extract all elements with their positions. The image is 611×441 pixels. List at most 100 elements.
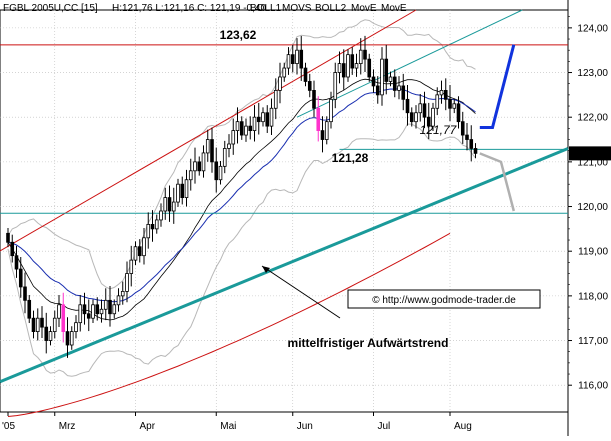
candlestick (273, 78, 278, 120)
candlestick (23, 272, 27, 314)
y-tick-label: 123,00 (577, 68, 608, 79)
candle-body (371, 76, 376, 87)
y-tick-label: 121,00 (577, 157, 608, 168)
candlestick (380, 47, 384, 106)
candle-body (227, 143, 231, 149)
x-tick-label: Jul (378, 421, 391, 432)
candle-body (188, 170, 193, 181)
candlestick (137, 239, 142, 263)
candle-body (303, 67, 308, 82)
candlestick (371, 69, 376, 93)
candlestick (35, 308, 40, 341)
candle-body (469, 139, 474, 149)
candlestick (99, 299, 104, 323)
header-symbol: FGBL 2005U,CC [15] (3, 3, 98, 14)
candlestick (303, 62, 308, 87)
candlestick (422, 91, 427, 129)
candlestick (95, 297, 100, 321)
candle-body (159, 210, 163, 221)
candlestick (418, 93, 423, 122)
candlestick (52, 310, 57, 339)
candlestick (27, 294, 32, 324)
candle-body (341, 63, 346, 78)
candle-body (35, 317, 40, 333)
candle-body (82, 304, 87, 315)
candlestick (248, 116, 253, 140)
bollinger-lower-line (7, 123, 476, 377)
x-tick-label: Apr (140, 421, 156, 432)
candlestick (261, 107, 265, 127)
candlestick (452, 98, 457, 114)
candle-body (40, 317, 44, 328)
candlestick (18, 257, 23, 298)
candlestick (299, 35, 304, 81)
candle-body (48, 331, 53, 341)
candle-body (456, 103, 461, 123)
candle-body (18, 268, 23, 288)
candlestick (473, 143, 478, 159)
candle-body (91, 304, 95, 319)
candlestick (82, 292, 87, 325)
candlestick (329, 91, 333, 129)
candle-body (282, 67, 287, 78)
candle-body (465, 134, 469, 140)
trend-label: mittelfristiger Aufwärtstrend (288, 336, 449, 350)
candle-body (133, 246, 138, 261)
level-label-high: 123,62 (220, 28, 257, 42)
candlestick (460, 111, 465, 144)
candle-body (78, 304, 83, 324)
candle-body (214, 161, 219, 181)
candle-body (312, 90, 316, 109)
x-tick-label: Aug (454, 421, 472, 432)
projection-down-line (479, 152, 516, 212)
candlestick (469, 125, 474, 162)
candlestick (443, 78, 448, 111)
candle-body (324, 121, 329, 140)
candlestick (78, 294, 83, 332)
candle-body (405, 98, 410, 114)
candle-body (384, 58, 389, 82)
candle-body (333, 72, 338, 100)
candlestick (180, 176, 185, 205)
candlestick (448, 85, 452, 122)
candlestick (163, 187, 168, 220)
candlestick (197, 156, 202, 176)
candle-body (6, 232, 10, 243)
candlestick (235, 107, 240, 144)
candlestick (252, 105, 257, 142)
candle-body (295, 49, 299, 65)
candle-body (256, 116, 261, 123)
candlestick (392, 69, 397, 98)
bollinger-upper-line (7, 19, 476, 290)
candlestick (129, 245, 134, 287)
candlestick (435, 87, 440, 116)
candle-body (65, 331, 70, 346)
watermark-box (347, 289, 541, 309)
candlestick (337, 51, 342, 84)
candlestick (333, 62, 338, 109)
candlestick (222, 140, 227, 174)
candlestick (40, 306, 44, 338)
x-tick-label: Mai (220, 421, 236, 432)
candlestick (146, 212, 151, 249)
candle-body (380, 58, 384, 96)
candlestick (167, 185, 172, 222)
candle-body (180, 183, 185, 198)
candle-body (299, 49, 304, 69)
candle-body (290, 54, 295, 65)
candle-body (61, 304, 66, 332)
candlestick (6, 227, 10, 248)
candle-body (337, 63, 342, 73)
candle-body (235, 121, 240, 131)
y-tick-label: 117,00 (578, 336, 608, 347)
candle-body (167, 197, 172, 212)
candlestick (171, 187, 176, 224)
candlestick (61, 292, 66, 343)
candlestick (86, 299, 91, 332)
candlestick (282, 62, 287, 82)
candlestick (316, 96, 321, 142)
candle-body (205, 139, 210, 154)
candle-body (14, 255, 19, 270)
candlestick (214, 147, 219, 193)
